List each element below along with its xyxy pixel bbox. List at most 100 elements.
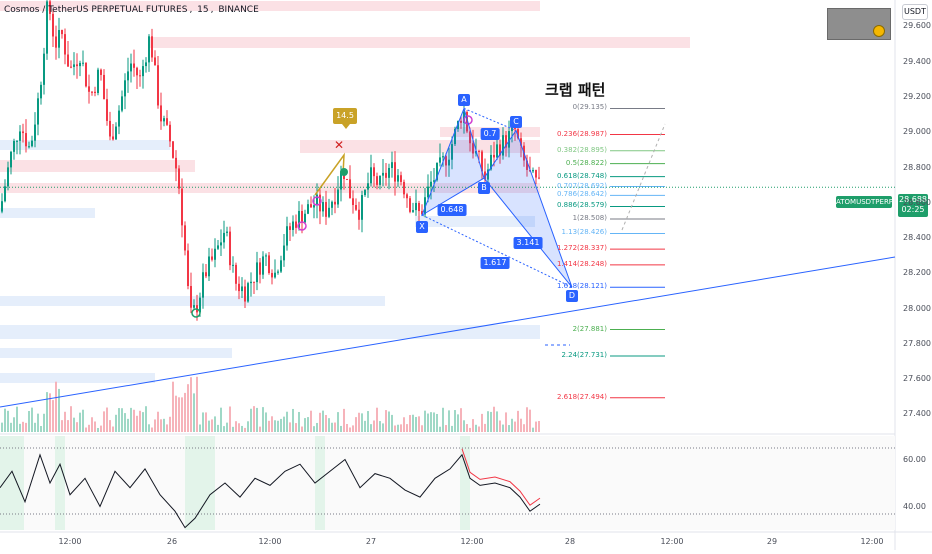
mini-widget[interactable] (827, 8, 891, 40)
candle (469, 131, 471, 144)
ratio-label: 0.648 (437, 204, 467, 216)
volume-bar (205, 412, 207, 432)
candle (247, 283, 249, 302)
candle (160, 105, 162, 122)
candle (412, 210, 414, 212)
candle (406, 194, 408, 199)
candle (376, 176, 378, 185)
price-axis-label: 29.600 (903, 21, 931, 31)
volume-bar (40, 426, 42, 432)
candle (73, 64, 75, 67)
candle (466, 111, 468, 132)
volume-bar (133, 409, 135, 432)
candle (169, 124, 171, 142)
volume-bar (202, 412, 204, 432)
candle (433, 180, 435, 182)
volume-bar (100, 425, 102, 432)
candle (418, 202, 420, 212)
volume-bar (298, 411, 300, 432)
candle (115, 126, 117, 140)
volume-bar (82, 409, 84, 432)
volume-bar (241, 425, 243, 432)
candle (307, 204, 309, 214)
volume-bar (190, 377, 192, 432)
volume-bar (214, 416, 216, 432)
volume-bar (175, 395, 177, 432)
candle (223, 232, 225, 243)
volume-bar (187, 384, 189, 432)
currency-button[interactable]: USDT (902, 4, 928, 20)
candle (382, 172, 384, 176)
candle (238, 283, 240, 292)
candle (250, 281, 252, 284)
candle (244, 286, 246, 302)
volume-bar (355, 417, 357, 432)
last-price-tag: 28.688 02:25 (898, 194, 928, 217)
volume-bar (442, 407, 444, 432)
volume-bar (358, 412, 360, 432)
fib-level-label: 1.13(28.426) (561, 228, 607, 237)
candle (214, 248, 216, 260)
candle (85, 62, 87, 87)
exchange-label: BINANCE (218, 5, 259, 15)
volume-bar (184, 392, 186, 432)
pattern-point-a: A (458, 94, 470, 107)
candle (424, 197, 426, 215)
candle (127, 71, 129, 81)
volume-bar (496, 411, 498, 432)
candle (211, 256, 213, 260)
candle (484, 171, 486, 180)
volume-bar (34, 422, 36, 432)
volume-bar (115, 414, 117, 432)
volume-bar (271, 416, 273, 432)
volume-bar (454, 410, 456, 432)
volume-bar (394, 425, 396, 432)
symbol-tag: ATOMUSDTPERP (836, 196, 894, 208)
zone-box (0, 160, 195, 172)
volume-bar (121, 408, 123, 432)
candle (31, 140, 33, 147)
volume-bar (169, 416, 171, 432)
fib-level-label: 1.618(28.121) (557, 282, 607, 291)
volume-bar (16, 406, 18, 432)
candle (22, 131, 24, 134)
candle (43, 53, 45, 85)
candle (232, 264, 234, 266)
candle (76, 64, 78, 67)
symbol-name: Cosmos / TetherUS PERPETUAL FUTURES (4, 5, 188, 15)
volume-bar (343, 408, 345, 432)
candle (124, 80, 126, 97)
volume-bar (73, 417, 75, 432)
trend-line (0, 256, 896, 408)
fib-level-label: 2(27.881) (572, 324, 607, 333)
volume-bar (262, 407, 264, 432)
volume-bar (103, 411, 105, 432)
last-price-value: 28.688 (899, 195, 927, 204)
volume-bar (31, 407, 33, 432)
candle (328, 207, 330, 217)
pattern-point-x: X (416, 221, 428, 234)
candle (322, 202, 324, 212)
candle (28, 146, 30, 148)
candle (538, 177, 540, 179)
volume-bar (415, 416, 417, 432)
candle (205, 272, 207, 277)
callout-label: 14.5 (333, 108, 357, 129)
fib-level-label: 1.414(28.248) (557, 259, 607, 268)
candle (97, 69, 99, 93)
candle (109, 120, 111, 137)
volume-bar (334, 422, 336, 432)
volume-bar (232, 426, 234, 432)
zone-box (0, 348, 232, 358)
volume-bar (349, 427, 351, 432)
zone-box (0, 208, 95, 218)
rsi-line (0, 453, 541, 529)
candle (295, 221, 297, 228)
volume-bar (148, 424, 150, 432)
candle (241, 286, 243, 292)
volume-bar (67, 420, 69, 432)
candle (490, 154, 492, 170)
volume-bar (307, 417, 309, 432)
